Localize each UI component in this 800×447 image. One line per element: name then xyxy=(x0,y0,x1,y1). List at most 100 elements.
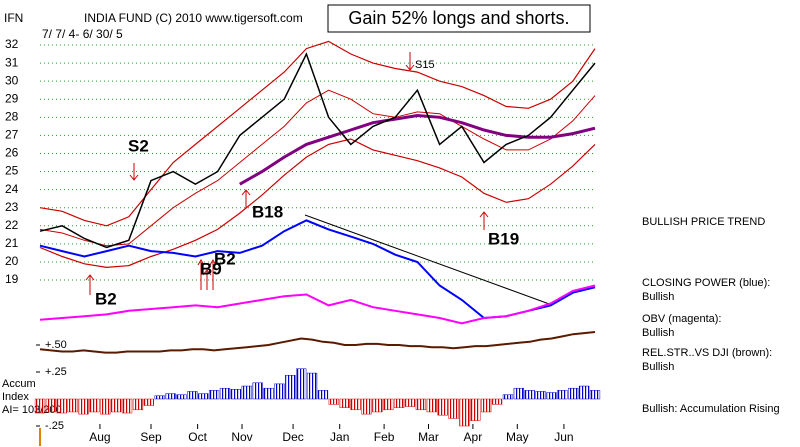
y-tick-label: 20 xyxy=(5,254,19,268)
bar xyxy=(89,398,100,413)
bar xyxy=(165,393,176,400)
bar xyxy=(513,387,524,400)
bar xyxy=(589,390,601,400)
bar xyxy=(34,398,46,414)
y-tick-label: +.25 xyxy=(45,366,67,378)
y-label: IFN xyxy=(4,11,23,25)
bar xyxy=(78,398,89,415)
bar xyxy=(176,394,187,400)
bar xyxy=(285,374,296,400)
y-tick-label: 23 xyxy=(5,200,19,214)
bar xyxy=(502,394,514,400)
bar xyxy=(306,372,318,400)
x-tick-label: Jun xyxy=(554,430,573,444)
note: REL.STR..VS DJI (brown): xyxy=(642,347,772,359)
headline-box xyxy=(327,4,591,33)
y-tick-label: 31 xyxy=(5,55,19,69)
note: Bullish xyxy=(642,361,674,373)
y-tick-label: 30 xyxy=(5,73,19,87)
series-line xyxy=(39,52,596,249)
bar xyxy=(546,392,557,400)
bar xyxy=(56,398,67,414)
bar xyxy=(372,398,383,413)
note: CLOSING POWER (blue): xyxy=(642,277,770,289)
chart-title: INDIA FUND (C) 2010 www.tigersoft.com xyxy=(84,11,303,25)
bar xyxy=(557,390,568,400)
x-tick-label: Mar xyxy=(418,430,439,444)
y-tick-label: 32 xyxy=(5,37,19,51)
bar xyxy=(350,398,361,411)
bar xyxy=(491,398,503,405)
arrows xyxy=(85,52,489,295)
bar xyxy=(132,398,144,411)
note: BULLISH PRICE TREND xyxy=(642,216,765,228)
y-tick-label: -.25 xyxy=(45,420,64,432)
bar xyxy=(393,398,405,408)
note: Bullish xyxy=(642,327,674,339)
note: OBV (magenta): xyxy=(642,313,721,325)
bar xyxy=(426,398,437,413)
x-tick-label: Sep xyxy=(140,430,162,444)
bar xyxy=(154,395,165,400)
bar xyxy=(219,387,231,400)
series-line xyxy=(39,40,596,227)
bar xyxy=(67,398,78,413)
y-tick-label: 19 xyxy=(5,272,19,286)
y-tick-label: 26 xyxy=(5,146,19,160)
bar xyxy=(524,390,535,400)
bar xyxy=(470,398,481,421)
bar xyxy=(339,398,350,408)
bar xyxy=(448,398,459,419)
bar xyxy=(187,391,198,400)
bar xyxy=(317,390,329,400)
bar xyxy=(578,385,590,400)
annotation: B2 xyxy=(214,249,236,268)
bar xyxy=(208,390,220,400)
annotation: S15 xyxy=(415,59,435,71)
bar xyxy=(361,398,372,415)
accum-label: Accum xyxy=(2,378,36,390)
annotation: B18 xyxy=(252,202,283,221)
y-tick-label: 28 xyxy=(5,109,19,123)
bar xyxy=(100,398,111,415)
y-tick-label: 24 xyxy=(5,182,19,196)
series-line xyxy=(39,284,596,325)
x-tick-label: Oct xyxy=(188,430,207,444)
annotation: B9 xyxy=(200,259,222,278)
bar xyxy=(45,398,57,413)
x-tick-label: May xyxy=(506,430,529,444)
y-tick-label: 25 xyxy=(5,164,19,178)
bar xyxy=(121,398,133,414)
annotation: S2 xyxy=(128,136,149,155)
bar xyxy=(143,398,154,406)
x-tick-label: Jan xyxy=(330,430,349,444)
bar xyxy=(437,398,448,416)
accum-label: Index xyxy=(2,391,29,403)
bar xyxy=(274,383,285,400)
bar xyxy=(328,398,339,405)
note: Bullish: Accumulation Rising xyxy=(642,403,780,415)
x-tick-label: Apr xyxy=(464,430,483,444)
series-line xyxy=(39,89,596,247)
bar xyxy=(198,393,209,400)
series-line xyxy=(239,113,596,186)
y-tick-label: 27 xyxy=(5,128,19,142)
bar xyxy=(535,391,546,400)
subtitle: 7/ 7/ 4- 6/ 30/ 5 xyxy=(42,27,123,41)
headline: Gain 52% longs and shorts. xyxy=(348,8,569,28)
y-tick-label: 29 xyxy=(5,91,19,105)
bar xyxy=(296,368,307,400)
bar xyxy=(404,398,416,407)
note: Bullish xyxy=(642,291,674,303)
bar xyxy=(252,382,263,400)
y-tick-label: 21 xyxy=(5,236,19,250)
bar xyxy=(241,385,252,400)
bar xyxy=(230,389,242,400)
trend-line xyxy=(304,214,553,306)
bar xyxy=(415,398,427,411)
series-line xyxy=(39,138,596,269)
annotation: B2 xyxy=(95,289,117,308)
x-tick-label: Feb xyxy=(374,430,395,444)
y-tick-label: +.50 xyxy=(45,339,67,351)
